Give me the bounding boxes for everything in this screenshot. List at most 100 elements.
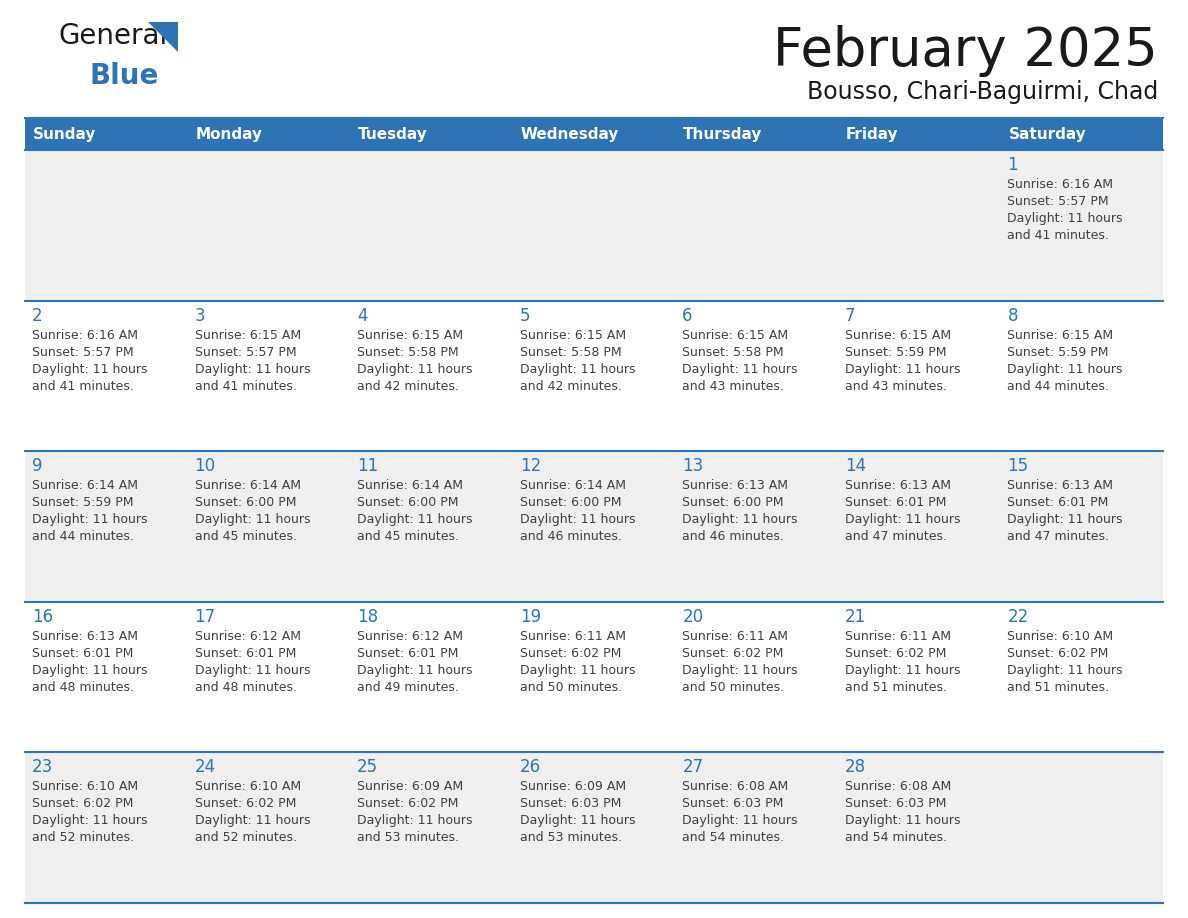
Bar: [25, 300, 1163, 452]
Text: Sunrise: 6:12 AM: Sunrise: 6:12 AM: [358, 630, 463, 643]
Text: Saturday: Saturday: [1009, 127, 1086, 141]
Text: Sunrise: 6:09 AM: Sunrise: 6:09 AM: [519, 780, 626, 793]
Text: Sunset: 5:59 PM: Sunset: 5:59 PM: [845, 345, 947, 359]
Text: Sunrise: 6:13 AM: Sunrise: 6:13 AM: [682, 479, 789, 492]
Text: Sunset: 6:00 PM: Sunset: 6:00 PM: [358, 497, 459, 509]
Text: Daylight: 11 hours: Daylight: 11 hours: [1007, 664, 1123, 677]
Text: and 52 minutes.: and 52 minutes.: [32, 832, 134, 845]
Text: Daylight: 11 hours: Daylight: 11 hours: [195, 363, 310, 375]
Text: Daylight: 11 hours: Daylight: 11 hours: [358, 363, 473, 375]
Text: and 47 minutes.: and 47 minutes.: [845, 531, 947, 543]
Text: Sunrise: 6:12 AM: Sunrise: 6:12 AM: [195, 630, 301, 643]
Text: Sunrise: 6:13 AM: Sunrise: 6:13 AM: [32, 630, 138, 643]
Text: Monday: Monday: [196, 127, 263, 141]
Text: Daylight: 11 hours: Daylight: 11 hours: [195, 814, 310, 827]
Text: 14: 14: [845, 457, 866, 476]
Text: Daylight: 11 hours: Daylight: 11 hours: [682, 513, 798, 526]
Text: and 45 minutes.: and 45 minutes.: [358, 531, 459, 543]
Text: 3: 3: [195, 307, 206, 325]
Text: Sunrise: 6:08 AM: Sunrise: 6:08 AM: [682, 780, 789, 793]
Text: Daylight: 11 hours: Daylight: 11 hours: [682, 363, 798, 375]
Text: Sunset: 5:59 PM: Sunset: 5:59 PM: [1007, 345, 1108, 359]
Text: Sunrise: 6:14 AM: Sunrise: 6:14 AM: [32, 479, 138, 492]
Text: and 44 minutes.: and 44 minutes.: [32, 531, 134, 543]
Text: Sunset: 6:02 PM: Sunset: 6:02 PM: [1007, 647, 1108, 660]
Text: 17: 17: [195, 608, 216, 626]
Text: 23: 23: [32, 758, 53, 777]
Polygon shape: [148, 22, 178, 52]
Text: 6: 6: [682, 307, 693, 325]
Text: and 48 minutes.: and 48 minutes.: [195, 681, 297, 694]
Text: Sunset: 6:01 PM: Sunset: 6:01 PM: [358, 647, 459, 660]
Text: Sunrise: 6:11 AM: Sunrise: 6:11 AM: [682, 630, 789, 643]
Text: Daylight: 11 hours: Daylight: 11 hours: [1007, 212, 1123, 225]
Text: and 50 minutes.: and 50 minutes.: [682, 681, 784, 694]
Text: and 42 minutes.: and 42 minutes.: [519, 380, 621, 393]
Text: Sunset: 5:58 PM: Sunset: 5:58 PM: [682, 345, 784, 359]
Text: and 44 minutes.: and 44 minutes.: [1007, 380, 1110, 393]
Text: Sunset: 6:03 PM: Sunset: 6:03 PM: [845, 798, 946, 811]
Text: Sunset: 6:00 PM: Sunset: 6:00 PM: [195, 497, 296, 509]
Text: Sunset: 5:57 PM: Sunset: 5:57 PM: [32, 345, 133, 359]
Text: 7: 7: [845, 307, 855, 325]
Text: Wednesday: Wednesday: [520, 127, 619, 141]
Text: Sunset: 6:00 PM: Sunset: 6:00 PM: [519, 497, 621, 509]
Text: Sunrise: 6:16 AM: Sunrise: 6:16 AM: [32, 329, 138, 341]
Text: Sunrise: 6:15 AM: Sunrise: 6:15 AM: [1007, 329, 1113, 341]
Text: Friday: Friday: [846, 127, 898, 141]
Text: and 41 minutes.: and 41 minutes.: [32, 380, 134, 393]
Text: Sunrise: 6:14 AM: Sunrise: 6:14 AM: [358, 479, 463, 492]
Text: and 53 minutes.: and 53 minutes.: [358, 832, 459, 845]
Text: and 43 minutes.: and 43 minutes.: [682, 380, 784, 393]
Text: 8: 8: [1007, 307, 1018, 325]
Text: 28: 28: [845, 758, 866, 777]
Text: Daylight: 11 hours: Daylight: 11 hours: [1007, 513, 1123, 526]
Text: and 47 minutes.: and 47 minutes.: [1007, 531, 1110, 543]
Text: 16: 16: [32, 608, 53, 626]
Text: and 51 minutes.: and 51 minutes.: [845, 681, 947, 694]
Text: Sunrise: 6:10 AM: Sunrise: 6:10 AM: [32, 780, 138, 793]
Text: Sunset: 6:02 PM: Sunset: 6:02 PM: [519, 647, 621, 660]
Text: Daylight: 11 hours: Daylight: 11 hours: [845, 363, 960, 375]
Text: Daylight: 11 hours: Daylight: 11 hours: [519, 664, 636, 677]
Text: Sunrise: 6:15 AM: Sunrise: 6:15 AM: [358, 329, 463, 341]
Text: Sunrise: 6:10 AM: Sunrise: 6:10 AM: [195, 780, 301, 793]
Text: 22: 22: [1007, 608, 1029, 626]
Text: 19: 19: [519, 608, 541, 626]
Text: and 49 minutes.: and 49 minutes.: [358, 681, 459, 694]
Text: Sunrise: 6:15 AM: Sunrise: 6:15 AM: [682, 329, 789, 341]
Text: Daylight: 11 hours: Daylight: 11 hours: [845, 513, 960, 526]
Text: and 46 minutes.: and 46 minutes.: [682, 531, 784, 543]
Text: Daylight: 11 hours: Daylight: 11 hours: [358, 814, 473, 827]
Text: Sunset: 5:57 PM: Sunset: 5:57 PM: [195, 345, 296, 359]
Text: Daylight: 11 hours: Daylight: 11 hours: [358, 513, 473, 526]
Text: Sunset: 6:02 PM: Sunset: 6:02 PM: [845, 647, 946, 660]
Text: and 51 minutes.: and 51 minutes.: [1007, 681, 1110, 694]
Text: Daylight: 11 hours: Daylight: 11 hours: [682, 664, 798, 677]
Text: and 52 minutes.: and 52 minutes.: [195, 832, 297, 845]
Text: Sunset: 5:58 PM: Sunset: 5:58 PM: [519, 345, 621, 359]
Text: Daylight: 11 hours: Daylight: 11 hours: [519, 814, 636, 827]
Text: and 41 minutes.: and 41 minutes.: [1007, 229, 1110, 242]
Text: 2: 2: [32, 307, 43, 325]
Text: Blue: Blue: [90, 62, 159, 90]
Text: and 46 minutes.: and 46 minutes.: [519, 531, 621, 543]
Text: 10: 10: [195, 457, 216, 476]
Text: Sunset: 6:02 PM: Sunset: 6:02 PM: [32, 798, 133, 811]
Text: Sunrise: 6:10 AM: Sunrise: 6:10 AM: [1007, 630, 1113, 643]
Text: 24: 24: [195, 758, 216, 777]
Text: Sunrise: 6:14 AM: Sunrise: 6:14 AM: [195, 479, 301, 492]
Text: Sunday: Sunday: [33, 127, 96, 141]
Text: 11: 11: [358, 457, 379, 476]
Text: Sunrise: 6:13 AM: Sunrise: 6:13 AM: [1007, 479, 1113, 492]
Text: Daylight: 11 hours: Daylight: 11 hours: [519, 363, 636, 375]
Text: Thursday: Thursday: [683, 127, 763, 141]
Text: Sunset: 6:02 PM: Sunset: 6:02 PM: [195, 798, 296, 811]
Text: 25: 25: [358, 758, 378, 777]
Text: Daylight: 11 hours: Daylight: 11 hours: [845, 814, 960, 827]
Text: 5: 5: [519, 307, 530, 325]
Text: and 48 minutes.: and 48 minutes.: [32, 681, 134, 694]
Text: Sunrise: 6:08 AM: Sunrise: 6:08 AM: [845, 780, 952, 793]
Text: Sunrise: 6:09 AM: Sunrise: 6:09 AM: [358, 780, 463, 793]
Text: Sunrise: 6:13 AM: Sunrise: 6:13 AM: [845, 479, 950, 492]
